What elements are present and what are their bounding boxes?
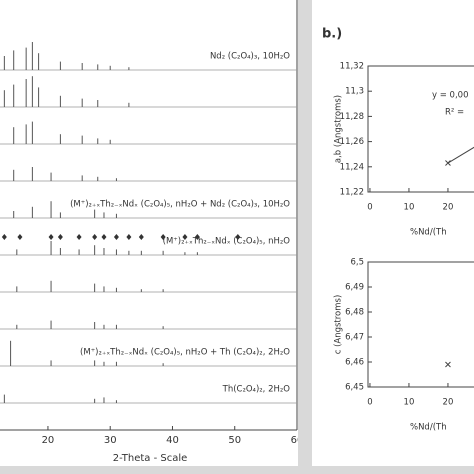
panel-label: b.) bbox=[322, 27, 342, 42]
x-axis-label: %Nd/(Th bbox=[410, 423, 447, 433]
peak-marker bbox=[48, 234, 54, 240]
x-tick-label: 0 bbox=[367, 203, 372, 213]
peak-marker bbox=[101, 234, 107, 240]
annotation: R² = bbox=[445, 108, 464, 118]
x-tick-label: 40 bbox=[166, 435, 179, 446]
peak-marker bbox=[126, 234, 132, 240]
point bbox=[445, 160, 451, 166]
peak-marker bbox=[92, 234, 98, 240]
peak-marker bbox=[17, 234, 23, 240]
y-tick-label: 11,24 bbox=[340, 162, 364, 172]
y-tick-label: 6,46 bbox=[345, 358, 364, 368]
x-tick-label: 50 bbox=[228, 435, 241, 446]
y-tick-label: 6,49 bbox=[345, 283, 364, 293]
y-tick-label: 6,47 bbox=[345, 333, 364, 343]
y-axis-label: a,b (Angstroms) bbox=[334, 95, 344, 163]
peak-marker bbox=[76, 234, 82, 240]
y-tick-label: 6,48 bbox=[345, 308, 364, 318]
x-tick-label: 30 bbox=[104, 435, 117, 446]
x-tick-label: 20 bbox=[42, 435, 55, 446]
lattice-panel: b.)11,2211,2411,2611,2811,311,320102030%… bbox=[322, 27, 474, 433]
peak-marker bbox=[113, 234, 119, 240]
peak-marker bbox=[160, 234, 166, 240]
panel-gap bbox=[298, 0, 312, 474]
peak-marker bbox=[57, 234, 63, 240]
y-tick-label: 11,28 bbox=[340, 112, 364, 122]
x-tick-label: 10 bbox=[404, 398, 415, 408]
peak-marker bbox=[1, 234, 7, 240]
pattern-label: (M⁺)₂₊ₓTh₂₋ₓNdₓ (C₂O₄)₅, nH₂O + Th (C₂O₄… bbox=[80, 348, 290, 358]
x-tick-label: 20 bbox=[443, 398, 454, 408]
plot-frame bbox=[367, 261, 474, 388]
y-tick-label: 11,26 bbox=[340, 137, 364, 147]
x-tick-label: 20 bbox=[443, 203, 454, 213]
plot-frame bbox=[367, 65, 474, 193]
y-tick-label: 11,3 bbox=[345, 87, 364, 97]
panel-gap bbox=[0, 466, 474, 474]
peak-marker bbox=[138, 234, 144, 240]
y-tick-label: 6,45 bbox=[345, 383, 364, 393]
peak-marker bbox=[182, 234, 188, 240]
y-tick-label: 6,5 bbox=[350, 258, 364, 268]
pattern-label: (M⁺)₂₊ₓTh₂₋ₓNdₓ (C₂O₄)₅, nH₂O + Nd₂ (C₂O… bbox=[70, 200, 290, 210]
x-axis-label: 2-Theta - Scale bbox=[113, 453, 188, 464]
y-tick-label: 11,22 bbox=[340, 188, 364, 198]
peak-marker bbox=[194, 234, 200, 240]
x-tick-label: 60 bbox=[291, 435, 304, 446]
pattern-label: Th(C₂O₄)₂, 2H₂O bbox=[222, 385, 291, 395]
point bbox=[445, 361, 451, 368]
x-tick-label: 0 bbox=[367, 398, 372, 408]
pattern-label: Nd₂ (C₂O₄)₃, 10H₂O bbox=[210, 52, 290, 62]
annotation: y = 0,00 bbox=[432, 91, 468, 101]
y-tick-label: 11,32 bbox=[340, 62, 364, 72]
y-axis-label: c (Angstroms) bbox=[334, 295, 344, 355]
fit-line bbox=[447, 146, 474, 164]
pattern-label: (M⁺)₂₊ₓTh₂₋ₓNdₓ (C₂O₄)₅, nH₂O bbox=[163, 237, 291, 247]
peak-marker bbox=[235, 234, 241, 240]
x-tick-label: 10 bbox=[404, 203, 415, 213]
xrd-panel: 20 30 40 50 60 2-Theta - Scale Nd₂ (C₂O₄)₃, 10… bbox=[0, 0, 304, 464]
x-axis-label: %Nd/(Th bbox=[410, 228, 447, 238]
